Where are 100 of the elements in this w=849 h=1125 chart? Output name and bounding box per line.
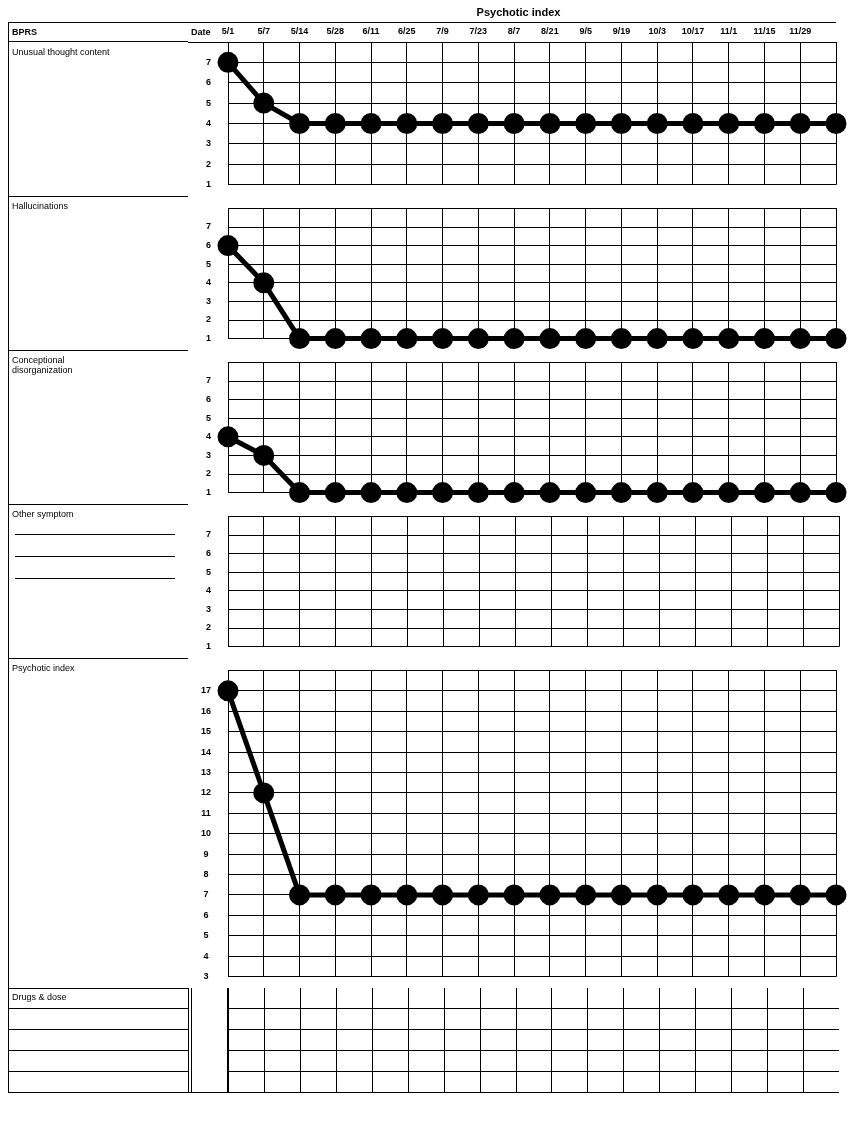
point bbox=[825, 328, 847, 350]
point bbox=[253, 272, 275, 294]
y-tick-label: 4 bbox=[203, 950, 209, 961]
point bbox=[253, 444, 275, 466]
y-tick-label: 6 bbox=[205, 240, 212, 251]
point bbox=[324, 482, 346, 504]
point bbox=[682, 112, 704, 134]
point bbox=[432, 112, 454, 134]
point bbox=[682, 328, 704, 350]
y-tick-label: 4 bbox=[205, 431, 212, 442]
x-tick-label: 5/1 bbox=[221, 26, 235, 37]
x-tick-label: 9/19 bbox=[612, 26, 631, 37]
point bbox=[575, 482, 597, 504]
point bbox=[610, 884, 632, 906]
x-tick-label: 6/25 bbox=[398, 26, 416, 37]
point bbox=[467, 482, 489, 504]
point bbox=[789, 482, 811, 504]
x-tick-label: 6/11 bbox=[362, 26, 380, 37]
text: BPRS bbox=[9, 22, 188, 42]
point bbox=[646, 884, 668, 906]
y-tick-label: 3 bbox=[205, 295, 212, 306]
point bbox=[217, 680, 239, 702]
y-tick-label: 15 bbox=[200, 726, 211, 737]
point bbox=[539, 112, 561, 134]
point bbox=[575, 328, 597, 350]
point bbox=[360, 112, 382, 134]
y-tick-label: 16 bbox=[200, 705, 211, 716]
y-tick-label: 2 bbox=[205, 158, 212, 169]
y-tick-label: 1 bbox=[205, 179, 212, 190]
point bbox=[753, 112, 775, 134]
chart-title: Psychotic index bbox=[475, 5, 562, 20]
x-tick-label: 11/15 bbox=[753, 26, 776, 37]
point bbox=[289, 482, 311, 504]
point bbox=[289, 112, 311, 134]
y-tick-label: 1 bbox=[205, 333, 212, 344]
y-tick-label: 10 bbox=[200, 828, 211, 839]
point bbox=[646, 112, 668, 134]
y-tick-label: 2 bbox=[205, 314, 212, 325]
y-axis-title: Other symptom bbox=[11, 508, 75, 521]
y-axis-title: Hallucinations bbox=[11, 200, 70, 213]
y-tick-label: 3 bbox=[205, 603, 212, 614]
point bbox=[432, 884, 454, 906]
point bbox=[539, 328, 561, 350]
x-axis-title: Date bbox=[191, 27, 211, 38]
point bbox=[718, 482, 740, 504]
point bbox=[432, 328, 454, 350]
text: Drugs & dose bbox=[9, 988, 188, 1009]
point bbox=[610, 328, 632, 350]
x-tick-label: 8/7 bbox=[507, 26, 521, 37]
x-tick-label: 8/21 bbox=[541, 26, 559, 37]
point bbox=[789, 884, 811, 906]
y-tick-label: 5 bbox=[205, 566, 212, 577]
point bbox=[789, 112, 811, 134]
point bbox=[682, 482, 704, 504]
point bbox=[396, 112, 418, 134]
point bbox=[253, 92, 275, 114]
y-tick-label: 9 bbox=[203, 848, 209, 859]
point bbox=[396, 884, 418, 906]
y-tick-label: 13 bbox=[200, 766, 211, 777]
y-tick-label: 6 bbox=[203, 909, 209, 920]
point bbox=[324, 328, 346, 350]
y-tick-label: 4 bbox=[205, 277, 212, 288]
point bbox=[289, 328, 311, 350]
y-tick-label: 7 bbox=[203, 889, 209, 900]
y-tick-label: 6 bbox=[205, 548, 212, 559]
point bbox=[503, 884, 525, 906]
y-tick-label: 2 bbox=[205, 468, 212, 479]
x-tick-label: 10/3 bbox=[648, 26, 666, 37]
point bbox=[396, 328, 418, 350]
point bbox=[610, 112, 632, 134]
point bbox=[217, 235, 239, 257]
point bbox=[503, 112, 525, 134]
y-tick-label: 5 bbox=[205, 412, 212, 423]
point bbox=[646, 328, 668, 350]
y-tick-label: 3 bbox=[205, 449, 212, 460]
y-axis-title: Unusual thought content bbox=[11, 46, 111, 59]
y-tick-label: 3 bbox=[205, 138, 212, 149]
point bbox=[324, 112, 346, 134]
y-tick-label: 5 bbox=[205, 258, 212, 269]
point bbox=[825, 884, 847, 906]
point bbox=[682, 884, 704, 906]
point bbox=[253, 782, 275, 804]
y-tick-label: 12 bbox=[200, 787, 211, 798]
y-tick-label: 3 bbox=[203, 971, 209, 982]
point bbox=[467, 328, 489, 350]
x-tick-label: 5/14 bbox=[290, 26, 309, 37]
point bbox=[467, 112, 489, 134]
y-tick-label: 2 bbox=[205, 622, 212, 633]
y-tick-label: 6 bbox=[205, 394, 212, 405]
y-tick-label: 4 bbox=[205, 117, 212, 128]
y-tick-label: 1 bbox=[205, 641, 212, 652]
point bbox=[503, 328, 525, 350]
y-tick-label: 5 bbox=[205, 97, 212, 108]
x-tick-label: 11/1 bbox=[720, 26, 738, 37]
x-tick-label: 7/9 bbox=[436, 26, 449, 37]
point bbox=[753, 884, 775, 906]
point bbox=[718, 328, 740, 350]
y-axis-title: Conceptional disorganization bbox=[11, 354, 74, 377]
point bbox=[432, 482, 454, 504]
point bbox=[575, 884, 597, 906]
